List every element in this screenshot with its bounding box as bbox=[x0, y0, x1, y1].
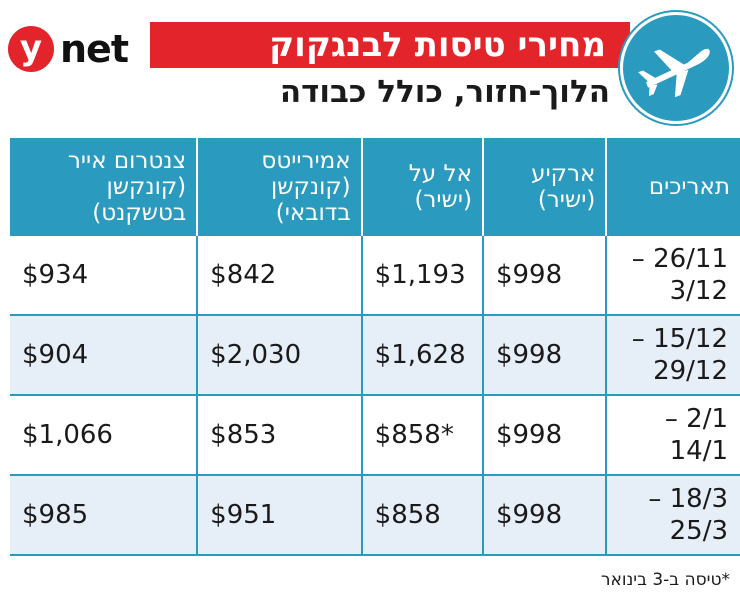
table-header-row: תאריכים ארקיע (ישיר) אל על (ישיר) אמיריי… bbox=[10, 138, 740, 236]
logo-word: net bbox=[60, 27, 129, 71]
cell-emirates: $2,030 bbox=[196, 315, 362, 396]
header: y net מחירי טיסות לבנגקוק הלוך-חזור, כול… bbox=[0, 0, 740, 130]
title-bar: מחירי טיסות לבנגקוק bbox=[150, 22, 630, 68]
cell-dates: 18/3 – 25/3 bbox=[605, 475, 740, 556]
table-row: 18/3 – 25/3 $998 $858 $951 $985 bbox=[10, 475, 740, 556]
cell-centrum: $1,066 bbox=[10, 395, 198, 476]
cell-centrum: $985 bbox=[10, 475, 198, 556]
cell-elal: $1,628 bbox=[360, 315, 483, 396]
cell-emirates: $951 bbox=[196, 475, 362, 556]
page-subtitle: הלוך-חזור, כולל כבודה bbox=[279, 74, 610, 110]
page-title: מחירי טיסות לבנגקוק bbox=[269, 25, 606, 65]
cell-arkia: $998 bbox=[481, 315, 607, 396]
airplane-icon bbox=[620, 12, 732, 124]
header-emirates: אמירייטס (קונקשן בדובאי) bbox=[196, 138, 362, 236]
cell-arkia: $998 bbox=[481, 475, 607, 556]
header-centrum: צנטרום אייר (קונקשן בטשקנט) bbox=[10, 138, 198, 236]
cell-emirates: $842 bbox=[196, 236, 362, 316]
table-row: 26/11 – 3/12 $998 $1,193 $842 $934 bbox=[10, 236, 740, 316]
cell-centrum: $904 bbox=[10, 315, 198, 396]
ynet-logo[interactable]: y net bbox=[8, 24, 129, 74]
table-row: 2/1 – 14/1 $998 $858* $853 $1,066 bbox=[10, 395, 740, 476]
cell-arkia: $998 bbox=[481, 395, 607, 476]
cell-arkia: $998 bbox=[481, 236, 607, 316]
cell-elal: $1,193 bbox=[360, 236, 483, 316]
cell-dates: 2/1 – 14/1 bbox=[605, 395, 740, 476]
header-elal: אל על (ישיר) bbox=[360, 138, 483, 236]
prices-table: תאריכים ארקיע (ישיר) אל על (ישיר) אמיריי… bbox=[10, 138, 740, 556]
cell-dates: 15/12 – 29/12 bbox=[605, 315, 740, 396]
table-row: 15/12 – 29/12 $998 $1,628 $2,030 $904 bbox=[10, 315, 740, 396]
cell-centrum: $934 bbox=[10, 236, 198, 316]
cell-emirates: $853 bbox=[196, 395, 362, 476]
cell-elal: $858 bbox=[360, 475, 483, 556]
header-arkia: ארקיע (ישיר) bbox=[481, 138, 607, 236]
footnote: *טיסה ב-3 בינואר bbox=[600, 570, 730, 590]
cell-dates: 26/11 – 3/12 bbox=[605, 236, 740, 316]
header-dates: תאריכים bbox=[605, 138, 740, 236]
cell-elal: $858* bbox=[360, 395, 483, 476]
logo-letter: y bbox=[8, 26, 54, 72]
